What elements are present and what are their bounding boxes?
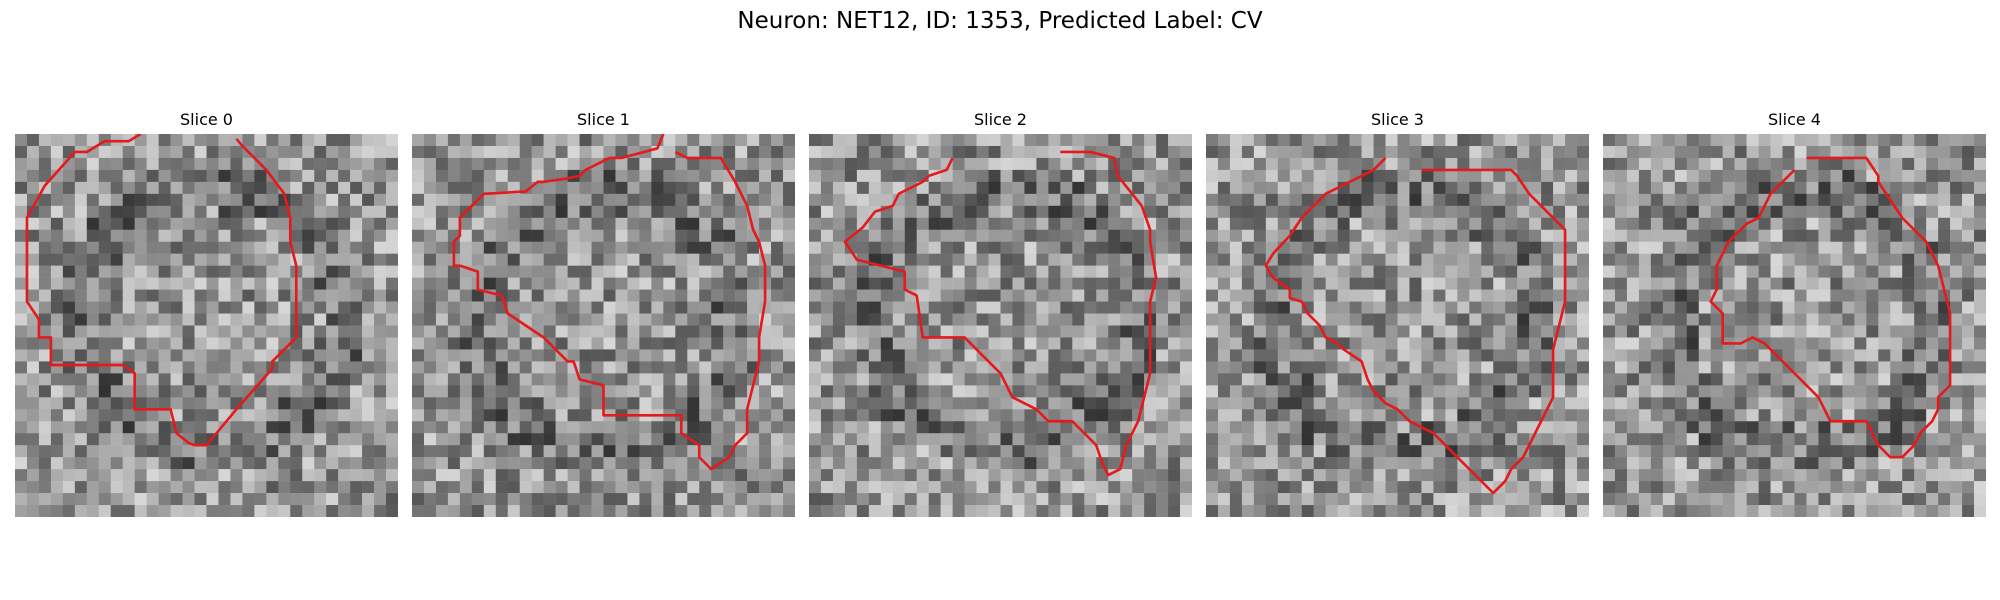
slice-title-3: Slice 3 — [1371, 110, 1424, 129]
slice-image-4 — [1603, 134, 1986, 517]
figure-title: Neuron: NET12, ID: 1353, Predicted Label… — [737, 8, 1263, 34]
slice-panel-2: Slice 2 — [809, 110, 1192, 520]
segmentation-outline — [1709, 156, 1952, 459]
pixel-grid — [1206, 134, 1589, 517]
slice-image-2 — [809, 134, 1192, 517]
slice-panel-4: Slice 4 — [1603, 110, 1986, 520]
slice-title-0: Slice 0 — [180, 110, 233, 129]
slice-title-4: Slice 4 — [1768, 110, 1821, 129]
slice-panel-1: Slice 1 — [412, 110, 795, 520]
slice-title-1: Slice 1 — [577, 110, 630, 129]
slice-image-3 — [1206, 134, 1589, 517]
segmentation-outline — [452, 134, 767, 471]
slice-image-0 — [15, 134, 398, 517]
pixel-grid — [1603, 134, 1986, 517]
slice-panel-0: Slice 0 — [15, 110, 398, 520]
segmentation-outline — [843, 150, 1158, 477]
slice-panel-3: Slice 3 — [1206, 110, 1589, 520]
segmentation-outline — [1264, 157, 1567, 495]
pixel-grid — [15, 134, 398, 517]
segmentation-outline — [25, 134, 298, 447]
pixel-grid — [809, 134, 1192, 517]
slice-image-1 — [412, 134, 795, 517]
slice-title-2: Slice 2 — [974, 110, 1027, 129]
pixel-grid — [412, 134, 795, 517]
